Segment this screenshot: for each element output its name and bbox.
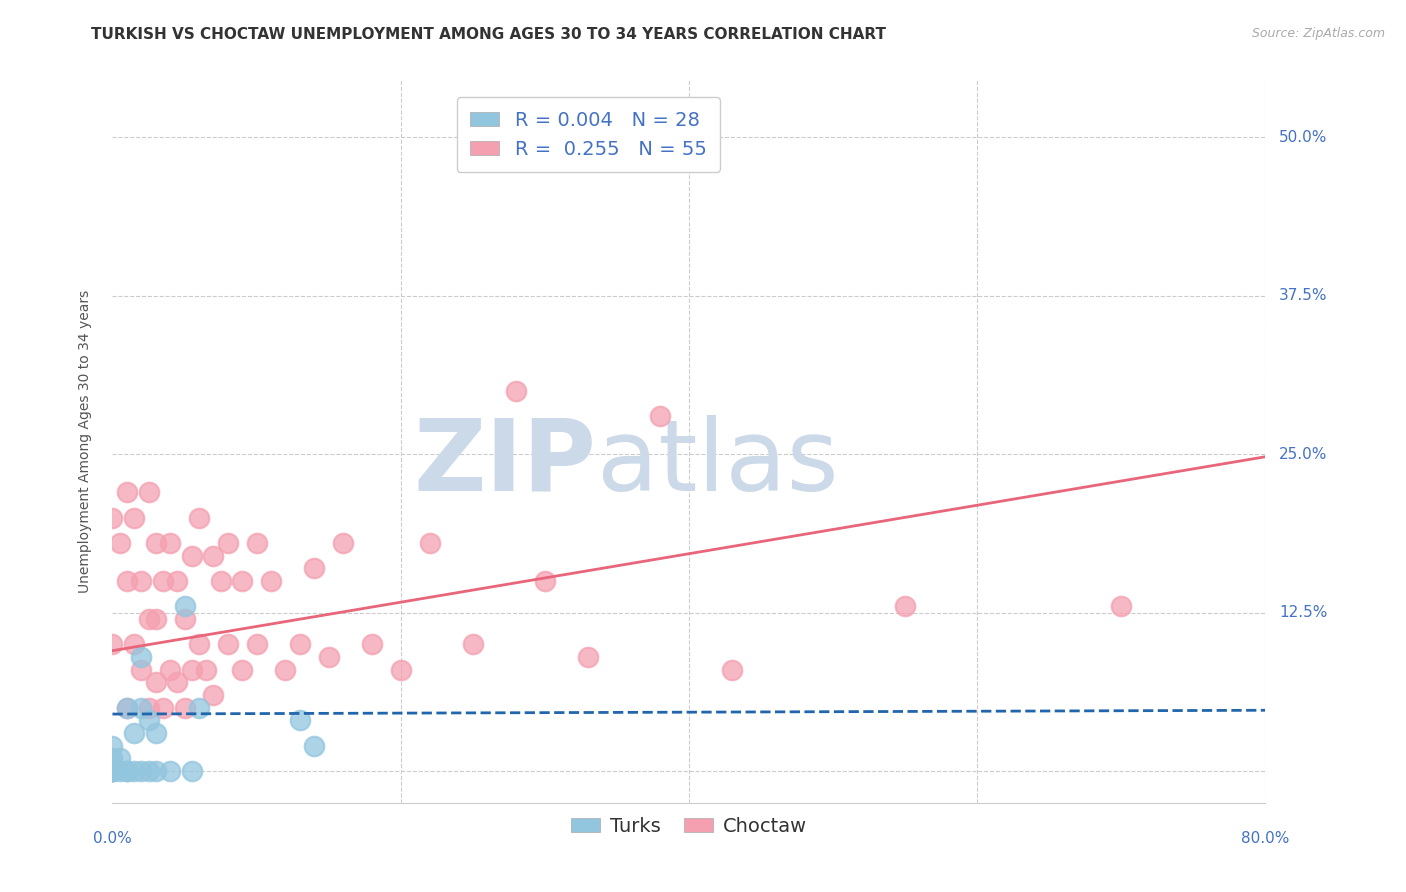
Point xyxy=(129,650,153,665)
Point xyxy=(159,536,181,550)
Point xyxy=(129,574,153,588)
Text: TURKISH VS CHOCTAW UNEMPLOYMENT AMONG AGES 30 TO 34 YEARS CORRELATION CHART: TURKISH VS CHOCTAW UNEMPLOYMENT AMONG AG… xyxy=(91,27,886,42)
Point xyxy=(246,536,269,550)
Point xyxy=(231,663,253,677)
Point xyxy=(304,561,326,575)
Point xyxy=(101,764,124,778)
Point xyxy=(202,549,225,563)
Point xyxy=(288,637,311,651)
Point xyxy=(304,739,326,753)
Point xyxy=(159,764,181,778)
Point xyxy=(188,637,211,651)
Point xyxy=(274,663,297,677)
Point xyxy=(101,751,124,765)
Point xyxy=(188,510,211,524)
Point xyxy=(217,637,239,651)
Text: 0.0%: 0.0% xyxy=(93,830,132,846)
Point xyxy=(180,764,202,778)
Point xyxy=(419,536,441,550)
Legend: Turks, Choctaw: Turks, Choctaw xyxy=(564,809,814,844)
Point xyxy=(389,663,412,677)
Text: ZIP: ZIP xyxy=(413,415,596,512)
Point xyxy=(129,663,153,677)
Point xyxy=(894,599,917,614)
Point xyxy=(231,574,253,588)
Point xyxy=(166,574,188,588)
Point xyxy=(115,764,138,778)
Point xyxy=(138,764,160,778)
Text: Source: ZipAtlas.com: Source: ZipAtlas.com xyxy=(1251,27,1385,40)
Point xyxy=(576,650,599,665)
Point xyxy=(332,536,354,550)
Text: 80.0%: 80.0% xyxy=(1241,830,1289,846)
Point xyxy=(122,726,145,740)
Point xyxy=(288,714,311,728)
Point xyxy=(101,764,124,778)
Point xyxy=(115,700,138,714)
Point xyxy=(180,663,202,677)
Point xyxy=(721,663,744,677)
Point xyxy=(138,714,160,728)
Point xyxy=(360,637,382,651)
Point xyxy=(650,409,672,424)
Point xyxy=(108,751,131,765)
Point xyxy=(152,574,174,588)
Point xyxy=(173,612,195,626)
Point xyxy=(138,700,160,714)
Point xyxy=(145,764,167,778)
Point xyxy=(217,536,239,550)
Point xyxy=(145,675,167,690)
Point xyxy=(1111,599,1133,614)
Point xyxy=(188,700,211,714)
Point xyxy=(461,637,484,651)
Point xyxy=(138,485,160,500)
Text: 25.0%: 25.0% xyxy=(1279,447,1327,462)
Point xyxy=(534,574,557,588)
Point xyxy=(159,663,181,677)
Text: 50.0%: 50.0% xyxy=(1279,130,1327,145)
Point xyxy=(246,637,269,651)
Point xyxy=(115,764,138,778)
Point xyxy=(145,612,167,626)
Point xyxy=(129,700,153,714)
Point xyxy=(108,764,131,778)
Point xyxy=(145,536,167,550)
Text: 37.5%: 37.5% xyxy=(1279,288,1327,303)
Point xyxy=(101,764,124,778)
Y-axis label: Unemployment Among Ages 30 to 34 years: Unemployment Among Ages 30 to 34 years xyxy=(77,290,91,593)
Point xyxy=(173,599,195,614)
Point xyxy=(318,650,340,665)
Point xyxy=(115,574,138,588)
Point xyxy=(138,612,160,626)
Point xyxy=(202,688,225,702)
Point xyxy=(101,757,124,772)
Point xyxy=(260,574,283,588)
Point xyxy=(122,510,145,524)
Text: atlas: atlas xyxy=(596,415,838,512)
Point xyxy=(505,384,527,398)
Point xyxy=(115,700,138,714)
Point xyxy=(129,764,153,778)
Point xyxy=(145,726,167,740)
Point xyxy=(122,764,145,778)
Point xyxy=(152,700,174,714)
Point xyxy=(173,700,195,714)
Point xyxy=(101,637,124,651)
Point xyxy=(101,739,124,753)
Point xyxy=(101,764,124,778)
Point xyxy=(166,675,188,690)
Point xyxy=(101,764,124,778)
Point xyxy=(180,549,202,563)
Text: 12.5%: 12.5% xyxy=(1279,605,1327,620)
Point xyxy=(115,485,138,500)
Point xyxy=(122,637,145,651)
Point xyxy=(209,574,232,588)
Point xyxy=(101,510,124,524)
Point xyxy=(108,536,131,550)
Point xyxy=(195,663,218,677)
